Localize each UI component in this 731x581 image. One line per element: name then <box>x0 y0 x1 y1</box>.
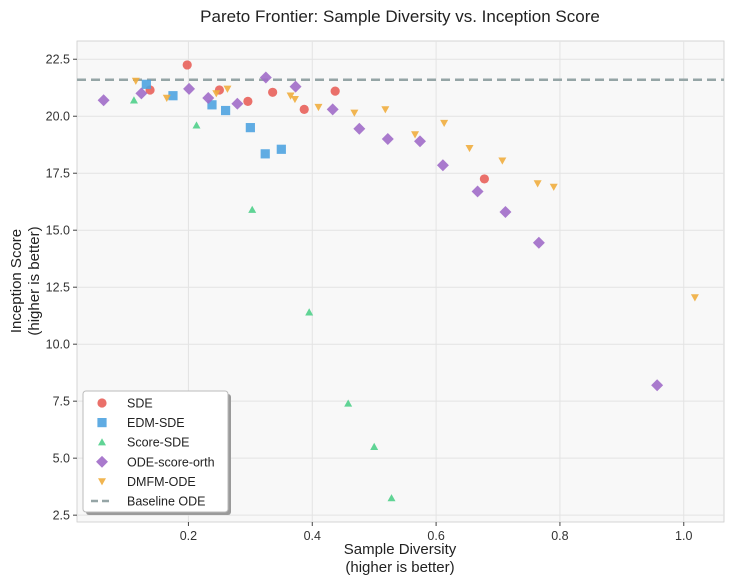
ode-score-orth-point <box>381 133 394 146</box>
x-tick-label: 0.6 <box>427 529 444 543</box>
y-tick-label: 10.0 <box>46 338 70 352</box>
sde-point <box>268 87 278 97</box>
x-tick-label: 0.8 <box>551 529 568 543</box>
edm-sde-point <box>141 79 151 89</box>
legend-marker-edm-sde <box>97 418 107 428</box>
ode-score-orth-point <box>353 122 366 135</box>
legend-label-ode-score-orth: ODE-score-orth <box>127 455 215 469</box>
y-tick-label: 2.5 <box>53 509 70 523</box>
ode-score-orth-point <box>289 80 302 93</box>
dmfm-ode-point <box>465 144 474 153</box>
ode-score-orth-point <box>414 135 426 148</box>
sde-point <box>182 60 192 70</box>
dmfm-ode-point <box>381 106 390 114</box>
score-sde-point <box>387 494 396 502</box>
y-tick-label: 17.5 <box>46 167 70 181</box>
score-sde-point <box>344 399 353 407</box>
axes: 0.2 0.4 0.6 0.8 1.0 2.5 5.0 7.5 10.0 12.5 15.0 17.5… <box>46 53 693 543</box>
legend-label-score-sde: Score-SDE <box>127 436 190 450</box>
dmfm-ode-point <box>498 157 507 165</box>
edm-sde-point <box>220 105 231 116</box>
edm-sde-point <box>276 144 286 154</box>
sde-point <box>330 86 340 96</box>
legend-marker-dmfm-ode <box>98 478 106 486</box>
edm-sde-point <box>245 123 255 133</box>
dmfm-ode-point <box>131 77 140 85</box>
ode-score-orth-point <box>97 94 110 107</box>
dmfm-ode-point <box>411 131 420 139</box>
ode-score-orth-point <box>202 92 215 104</box>
dmfm-ode-point <box>533 180 542 188</box>
series-ode-score-orth <box>97 71 664 392</box>
ode-score-orth-point <box>651 379 664 392</box>
y-tick-label: 5.0 <box>53 452 70 466</box>
ode-score-orth-point <box>532 236 545 249</box>
legend-marker-sde <box>97 398 107 408</box>
x-axis-label-sub: (higher is better) <box>345 559 454 576</box>
edm-sde-point <box>168 91 178 101</box>
y-tick-label: 15.0 <box>46 224 70 238</box>
x-tick-label: 0.4 <box>304 529 321 543</box>
dmfm-ode-point <box>350 109 359 117</box>
dmfm-ode-point <box>290 95 299 104</box>
dmfm-ode-point <box>286 92 295 100</box>
ode-score-orth-point <box>183 82 196 95</box>
legend-marker-ode-score-orth <box>96 455 108 468</box>
dmfm-ode-point <box>440 119 449 128</box>
edm-sde-point <box>207 100 217 110</box>
y-tick-label: 7.5 <box>53 395 70 409</box>
edm-sde-point <box>260 149 270 159</box>
y-tick-label: 20.0 <box>46 110 70 124</box>
y-axis-label-sub: (higher is better) <box>26 226 43 335</box>
score-sde-point <box>129 96 138 104</box>
sde-point <box>299 104 309 114</box>
x-tick-label: 1.0 <box>675 529 692 543</box>
dmfm-ode-point <box>314 103 323 112</box>
x-tick-label: 0.2 <box>180 529 197 543</box>
dmfm-ode-point <box>549 183 558 191</box>
dmfm-ode-point <box>223 85 232 93</box>
legend-box <box>82 390 229 513</box>
score-sde-point <box>370 442 379 450</box>
data-points <box>97 60 699 502</box>
legend-label-edm-sde: EDM-SDE <box>127 416 185 430</box>
series-edm-sde <box>141 79 286 159</box>
legend-label-sde: SDE <box>127 397 153 411</box>
series-score-sde <box>129 96 396 502</box>
ode-score-orth-point <box>135 87 148 100</box>
series-dmfm-ode <box>131 77 699 302</box>
legend-label-baseline-ode: Baseline ODE <box>127 495 206 509</box>
sde-point <box>243 96 253 107</box>
dmfm-ode-point <box>212 90 221 98</box>
ode-score-orth-point <box>326 103 339 116</box>
ode-score-orth-point <box>499 205 512 218</box>
dmfm-ode-point <box>162 94 171 102</box>
x-axis-label: Sample Diversity <box>344 541 457 558</box>
ode-score-orth-point <box>471 185 484 198</box>
legend: SDE EDM-SDE Score-SDE ODE-score-orth DMFM-OD… <box>82 390 231 515</box>
score-sde-point <box>305 308 314 316</box>
ode-score-orth-point <box>436 159 449 172</box>
dmfm-ode-point <box>690 294 699 302</box>
legend-label-dmfm-ode: DMFM-ODE <box>127 475 196 489</box>
score-sde-point <box>248 205 257 213</box>
ode-score-orth-point <box>231 97 244 110</box>
score-sde-point <box>192 121 201 129</box>
y-axis-label: Inception Score <box>8 229 25 333</box>
y-tick-label: 22.5 <box>46 53 70 67</box>
chart-title: Pareto Frontier: Sample Diversity vs. In… <box>200 7 600 26</box>
ode-score-orth-point <box>259 71 272 84</box>
y-tick-label: 12.5 <box>46 281 70 295</box>
sde-point <box>479 174 489 184</box>
legend-marker-score-sde <box>98 438 106 446</box>
series-sde <box>145 60 489 184</box>
